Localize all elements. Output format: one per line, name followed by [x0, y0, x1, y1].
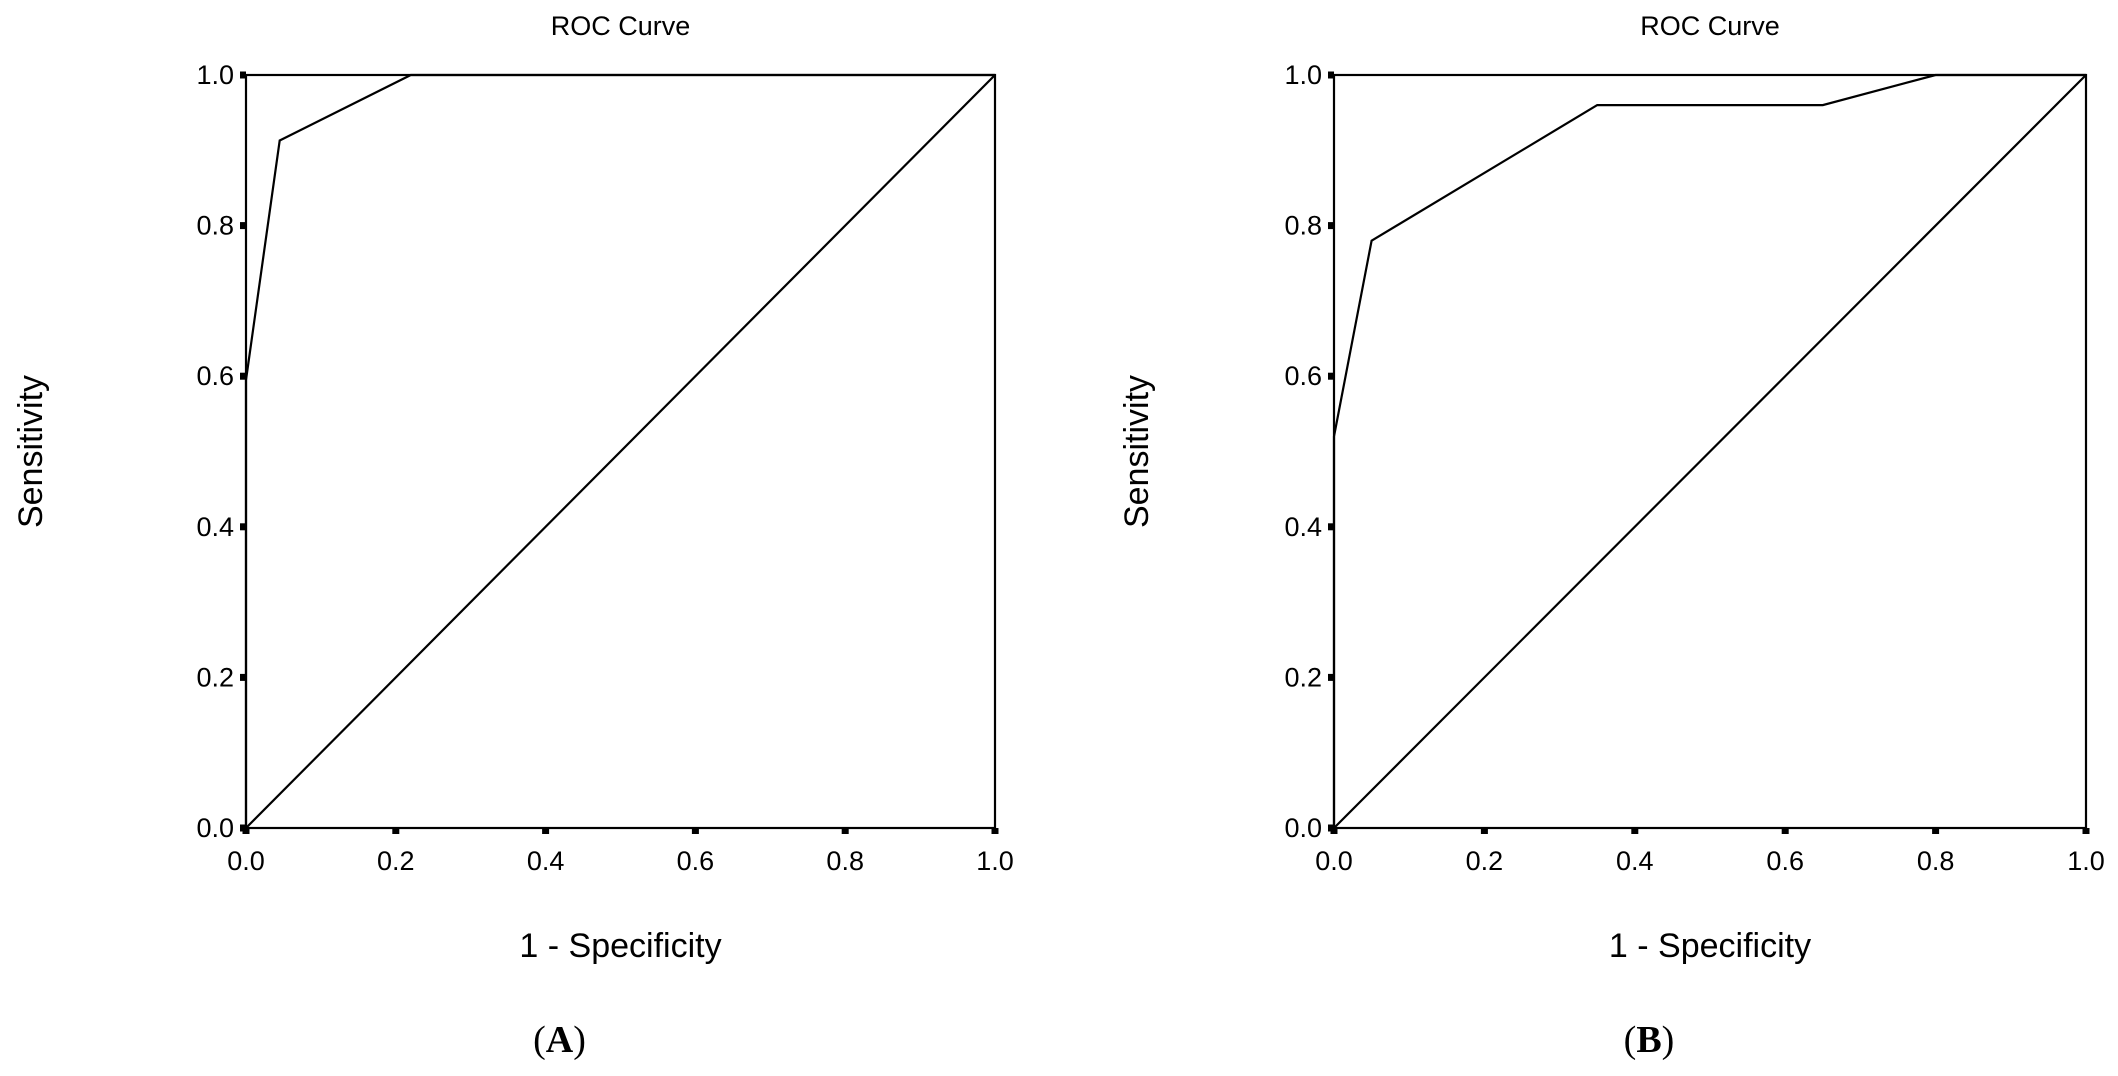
x-axis-label: 1 - Specificity — [519, 927, 721, 965]
caption-open-paren: ( — [1624, 1019, 1637, 1061]
x-tick-mark — [991, 828, 999, 834]
y-tick-mark — [240, 222, 246, 230]
roc-chart-a: ROC Curve 0.0 0.2 0.4 0.6 0.8 1.0 0.0 0.2 0.4 0.6 0… — [12, 11, 1014, 1061]
caption-close-paren: ) — [573, 1019, 586, 1061]
x-tick-label: 0.0 — [227, 846, 265, 876]
y-axis-label: Sensitivity — [12, 375, 50, 528]
y-tick-mark — [1328, 673, 1334, 681]
panel-caption: (B) — [1624, 1019, 1675, 1061]
x-tick-mark — [1480, 828, 1488, 834]
y-tick-label: 0.6 — [196, 361, 234, 391]
y-tick-label: 0.8 — [1284, 211, 1322, 241]
x-tick-label: 0.4 — [1616, 846, 1654, 876]
panel-caption: (A) — [533, 1019, 586, 1061]
x-tick-mark — [1631, 828, 1639, 834]
y-tick-label: 0.0 — [1284, 813, 1322, 843]
y-tick-mark — [240, 372, 246, 380]
x-tick-label: 1.0 — [976, 846, 1014, 876]
x-tick-label: 0.6 — [1766, 846, 1804, 876]
x-tick-label: 0.2 — [1466, 846, 1504, 876]
y-tick-label: 0.8 — [196, 211, 234, 241]
x-tick-mark — [2082, 828, 2090, 834]
x-axis-label: 1 - Specificity — [1609, 927, 1811, 965]
y-tick-label: 0.2 — [196, 662, 234, 692]
y-tick-label: 0.4 — [196, 512, 234, 542]
x-tick-mark — [1781, 828, 1789, 834]
y-tick-label: 1.0 — [1284, 60, 1322, 90]
reference-diagonal-line — [245, 74, 996, 829]
y-tick-mark — [240, 523, 246, 531]
y-tick-mark — [1328, 523, 1334, 531]
y-tick-mark — [1328, 222, 1334, 230]
x-tick-label: 0.8 — [1917, 846, 1955, 876]
y-tick-label: 0.4 — [1284, 512, 1322, 542]
x-tick-label: 0.4 — [527, 846, 565, 876]
caption-panel-letter: B — [1636, 1019, 1661, 1061]
x-tick-mark — [242, 828, 250, 834]
x-tick-mark — [1330, 828, 1338, 834]
y-axis-label: Sensitivity — [1118, 375, 1156, 528]
x-tick-label: 0.6 — [677, 846, 715, 876]
chart-title: ROC Curve — [551, 11, 691, 41]
x-tick-label: 0.0 — [1315, 846, 1353, 876]
x-tick-label: 0.8 — [826, 846, 864, 876]
caption-close-paren: ) — [1662, 1019, 1675, 1061]
y-tick-mark — [1328, 372, 1334, 380]
x-tick-mark — [392, 828, 400, 834]
caption-panel-letter: A — [546, 1019, 574, 1061]
roc-curve-line — [1332, 73, 2086, 828]
x-tick-mark — [542, 828, 550, 834]
caption-open-paren: ( — [533, 1019, 546, 1061]
y-tick-label: 0.6 — [1284, 361, 1322, 391]
y-tick-mark — [240, 673, 246, 681]
x-tick-mark — [1932, 828, 1940, 834]
reference-diagonal-line — [1333, 74, 2087, 829]
y-tick-label: 0.2 — [1284, 662, 1322, 692]
roc-chart-b: ROC Curve 0.0 0.2 0.4 0.6 0.8 1.0 0.0 0.2 0.4 0.6 0… — [1118, 11, 2105, 1061]
x-tick-label: 1.0 — [2067, 846, 2105, 876]
roc-curve-line — [244, 73, 995, 828]
y-tick-label: 0.0 — [196, 813, 234, 843]
x-tick-label: 0.2 — [377, 846, 415, 876]
x-tick-mark — [841, 828, 849, 834]
y-tick-mark — [240, 71, 246, 79]
x-tick-mark — [691, 828, 699, 834]
y-tick-label: 1.0 — [196, 60, 234, 90]
chart-title: ROC Curve — [1640, 11, 1780, 41]
y-tick-mark — [1328, 71, 1334, 79]
